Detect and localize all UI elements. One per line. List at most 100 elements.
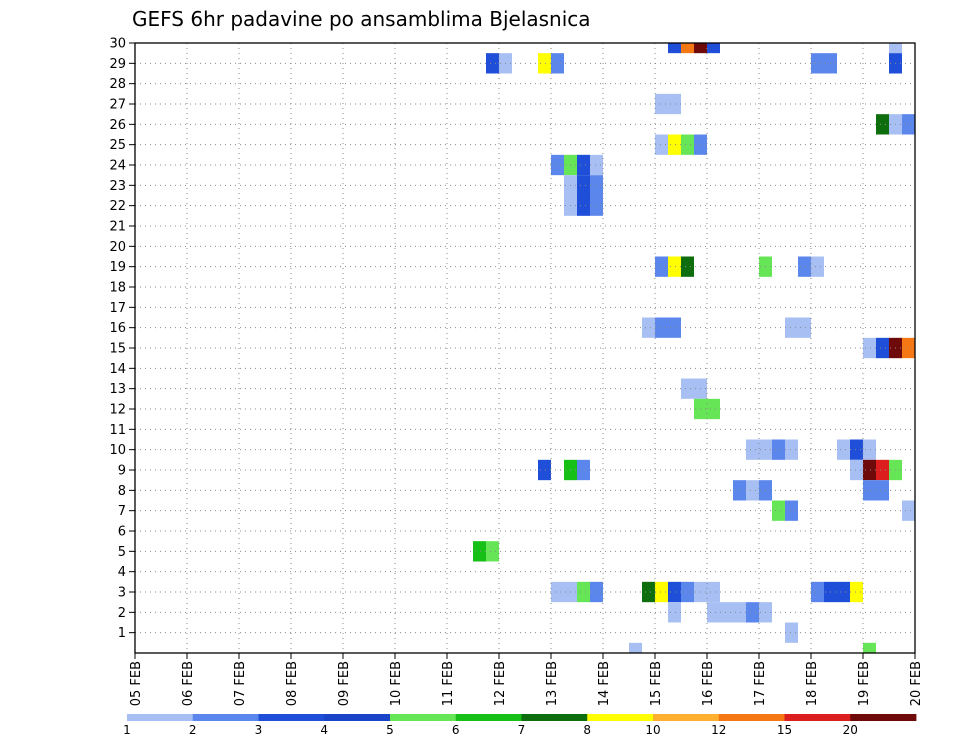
colorbar-swatch: [127, 714, 194, 721]
heatmap-cell: [486, 53, 499, 74]
heatmap-cell: [655, 317, 668, 338]
heatmap-cell: [681, 43, 694, 54]
heatmap-cell: [577, 175, 590, 196]
y-tick-label: 9: [118, 464, 126, 479]
colorbar-swatch: [521, 714, 588, 721]
colorbar: 1 2 3 4 5 6 7 8 10 12 15 20: [123, 714, 917, 737]
y-tick-label: 29: [109, 57, 126, 72]
x-tick-label: 16 FEB: [701, 661, 716, 706]
heatmap-cell: [876, 459, 889, 481]
heatmap-cell: [902, 337, 915, 359]
heatmap-cell: [538, 459, 551, 481]
colorbar-label: 8: [583, 723, 591, 737]
x-tick-label: 08 FEB: [285, 661, 300, 706]
axes: 1234567891011121314151617181920212223242…: [109, 37, 924, 707]
y-tick-label: 20: [109, 240, 126, 255]
y-tick-label: 23: [109, 179, 126, 194]
y-tick-label: 30: [109, 37, 126, 52]
x-tick-label: 12 FEB: [493, 661, 508, 706]
heatmap-cell: [798, 256, 811, 277]
colorbar-swatch: [192, 714, 259, 721]
x-tick-label: 20 FEB: [909, 661, 924, 706]
y-tick-label: 10: [109, 443, 126, 458]
colorbar-swatch: [455, 714, 522, 721]
y-tick-label: 21: [109, 220, 126, 235]
y-tick-label: 8: [118, 484, 126, 499]
heatmap-cell: [772, 439, 785, 460]
y-tick-label: 26: [109, 118, 126, 133]
heatmap-cell: [733, 602, 746, 623]
heatmap-cell: [772, 500, 785, 521]
y-tick-label: 6: [118, 525, 126, 540]
x-tick-label: 06 FEB: [181, 661, 196, 706]
heatmap-cell: [577, 154, 590, 176]
x-tick-label: 17 FEB: [753, 661, 768, 706]
heatmap-cell: [785, 622, 798, 643]
y-tick-label: 28: [109, 77, 126, 92]
heatmap-cell: [681, 256, 694, 277]
heatmap-cell: [707, 602, 720, 623]
heatmap-cell: [642, 317, 655, 338]
heatmap-cell: [798, 317, 811, 338]
colorbar-label: 12: [711, 723, 726, 737]
heatmap-cell: [785, 500, 798, 521]
heatmap-cell: [902, 114, 915, 135]
x-tick-label: 10 FEB: [389, 661, 404, 706]
colorbar-label: 10: [645, 723, 660, 737]
y-tick-label: 25: [109, 138, 126, 153]
heatmap-cell: [551, 581, 564, 603]
heatmap-cell: [577, 195, 590, 216]
x-tick-label: 07 FEB: [233, 661, 248, 706]
heatmap-cell: [889, 43, 902, 54]
heatmap-cell: [655, 581, 668, 603]
colorbar-label: 4: [320, 723, 328, 737]
heatmap-cell: [811, 581, 824, 603]
heatmap-cell: [590, 581, 603, 603]
heatmap-cell: [577, 581, 590, 603]
x-tick-label: 09 FEB: [337, 661, 352, 706]
y-tick-label: 11: [109, 423, 126, 438]
x-tick-label: 05 FEB: [129, 661, 144, 706]
y-tick-label: 5: [118, 545, 126, 560]
heatmap-cell: [707, 581, 720, 603]
heatmap-cell: [551, 154, 564, 176]
x-tick-label: 19 FEB: [857, 661, 872, 706]
x-tick-label: 18 FEB: [805, 661, 820, 706]
heatmap-cell: [668, 581, 681, 603]
heatmap-cell: [577, 459, 590, 481]
heatmap-cell: [668, 134, 681, 155]
heatmap-cell: [785, 317, 798, 338]
heatmap-cell: [850, 459, 863, 481]
heatmap-cell: [746, 602, 759, 623]
heatmap-cell: [473, 541, 486, 562]
colorbar-label: 5: [386, 723, 394, 737]
heatmap-cell: [746, 480, 759, 501]
y-tick-label: 14: [109, 362, 126, 377]
y-tick-label: 27: [109, 98, 126, 113]
y-tick-label: 12: [109, 403, 126, 418]
y-tick-label: 4: [118, 565, 126, 580]
heatmap-cell: [655, 93, 668, 115]
heatmap-cell: [811, 256, 824, 277]
colorbar-swatch: [718, 714, 785, 721]
y-tick-label: 22: [109, 199, 126, 214]
heatmap-cell: [746, 439, 759, 460]
y-tick-label: 16: [109, 321, 126, 336]
heatmap-cell: [668, 317, 681, 338]
y-tick-label: 13: [109, 382, 126, 397]
heatmap-cell: [876, 337, 889, 359]
heatmap-cell: [668, 602, 681, 623]
heatmap-cell: [876, 114, 889, 135]
colorbar-label: 7: [518, 723, 526, 737]
colorbar-swatch: [390, 714, 457, 721]
colorbar-swatch: [258, 714, 325, 721]
colorbar-label: 1: [123, 723, 131, 737]
y-tick-label: 19: [109, 260, 126, 275]
y-tick-label: 3: [118, 586, 126, 601]
heatmap-cell: [590, 175, 603, 196]
heatmap-cell: [837, 439, 850, 460]
heatmap-cell: [655, 134, 668, 155]
y-tick-label: 15: [109, 342, 126, 357]
colorbar-swatch: [587, 714, 654, 721]
heatmap-cell: [590, 154, 603, 176]
